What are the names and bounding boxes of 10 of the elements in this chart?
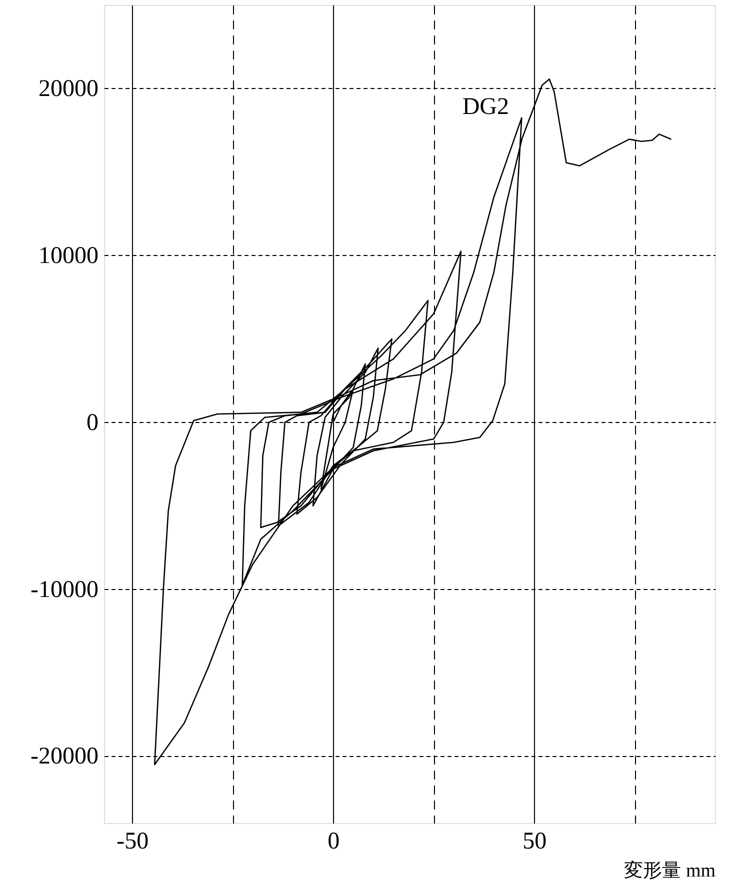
y-tick-label: 20000 [38, 76, 98, 102]
y-tick-label: 10000 [38, 242, 98, 269]
annotation: DG2 [462, 94, 509, 120]
y-tick-label: 0 [86, 410, 98, 436]
y-tick-label: -10000 [30, 576, 98, 603]
x-tick-label: -50 [116, 828, 149, 854]
x-tick-label: 0 [328, 828, 340, 854]
y-tick-label: -20000 [30, 744, 98, 770]
x-axis-title: 変形量 mm [624, 860, 716, 882]
x-tick-label: 50 [522, 828, 547, 854]
